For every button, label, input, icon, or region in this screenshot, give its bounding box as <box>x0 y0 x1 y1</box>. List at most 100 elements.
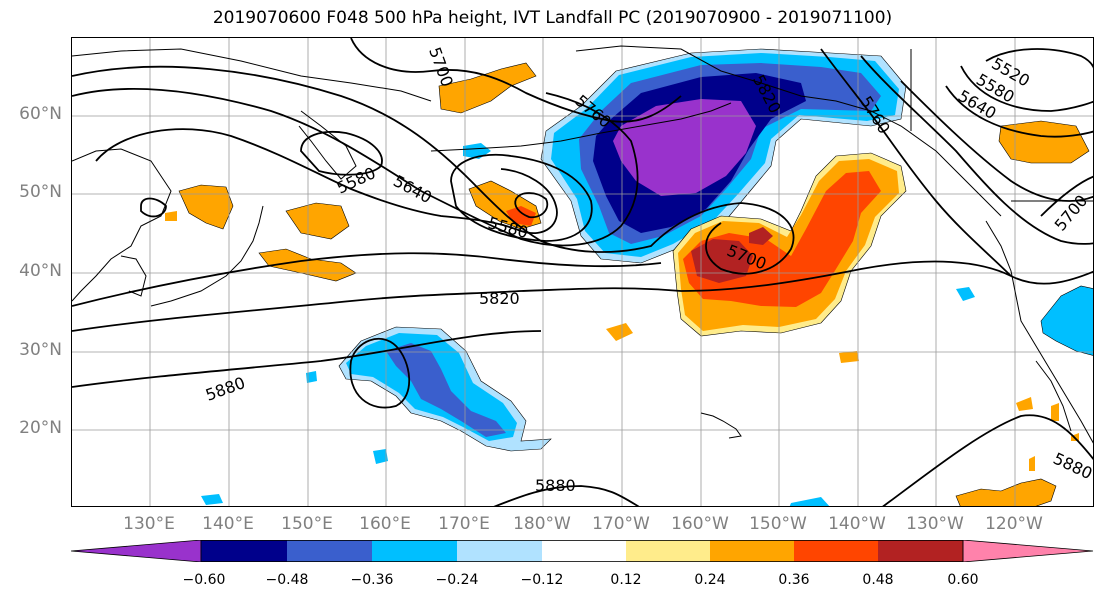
coast-alaska <box>575 45 1002 217</box>
shade-pos-ne <box>998 120 1090 164</box>
colorbar-swatch <box>878 540 963 562</box>
colorbar-tick-label: −0.24 <box>435 572 479 588</box>
contour-label: 5640 <box>390 171 435 207</box>
contour-5700 <box>72 65 795 275</box>
coast-na-west <box>985 220 1093 444</box>
contour-label: 5580 <box>334 163 379 197</box>
colorbar-swatch <box>542 540 626 562</box>
shade-neg-small-3 <box>201 494 223 505</box>
colorbar-tick-label: −0.12 <box>520 572 564 588</box>
contour-label: 5880 <box>203 373 248 405</box>
contour-5640-outer <box>72 87 639 247</box>
lon-label-130w: 130°W <box>906 514 964 534</box>
shade-pos-small-3 <box>165 211 177 221</box>
lon-label-170e: 170°E <box>438 514 490 534</box>
colorbar-tick-label: −0.36 <box>350 572 394 588</box>
coast-kamchatka <box>298 110 357 180</box>
colorbar-tick-label: 0.60 <box>947 572 979 588</box>
negative-pc-shading <box>201 48 1093 506</box>
shade-pos-small-2 <box>839 351 859 363</box>
shade-neg-sw-blue <box>386 343 506 437</box>
colorbar-tick-label: 0.24 <box>694 572 726 588</box>
lat-label-50n: 50°N <box>19 182 62 202</box>
coast-japan <box>150 205 264 307</box>
colorbar-tick-label: 0.48 <box>862 572 894 588</box>
colorbar-tick-label: −0.48 <box>265 572 309 588</box>
coast-siberia <box>72 48 432 102</box>
colorbar-swatch <box>794 540 878 562</box>
shade-neg-small-1 <box>956 287 975 301</box>
contour-label: 5880 <box>1050 449 1094 483</box>
contour-5700-ne <box>900 80 1093 202</box>
colorbar-swatch <box>710 540 794 562</box>
colorbar-tick-label: −0.60 <box>182 572 226 588</box>
shade-neg-small-4 <box>789 497 830 506</box>
colorbar <box>70 539 1094 563</box>
lon-label-130e: 130°E <box>123 514 175 534</box>
contour-5880-se <box>882 414 1093 506</box>
shade-pos-w-3 <box>178 184 234 230</box>
coast-east-asia <box>72 148 172 302</box>
contour-5760 <box>72 252 662 307</box>
contour-5580-loop <box>450 153 593 242</box>
shade-pos-se <box>955 478 1057 506</box>
contour-5820-ne <box>820 48 1012 277</box>
colorbar-tick-label: 0.12 <box>610 572 642 588</box>
lon-label-170w: 170°W <box>592 514 650 534</box>
contour-label: 5700 <box>1051 191 1092 234</box>
contour-5640-ne <box>945 85 1093 138</box>
shade-pos-small-red <box>749 227 773 245</box>
colorbar-swatch <box>457 540 542 562</box>
map-canvas: 5700 5580 5640 5580 5760 5820 5700 5880 … <box>72 38 1094 506</box>
coast-hawaii <box>700 412 742 439</box>
contour-5880-loop <box>349 337 411 409</box>
coast-aleutians <box>430 102 732 152</box>
contour-label: 5700 <box>425 45 457 90</box>
lat-label-20n: 20°N <box>19 418 62 438</box>
coast-korea <box>120 255 147 297</box>
contour-5880-bottom <box>493 485 640 506</box>
contour-5880-south <box>72 330 542 388</box>
lon-label-180w: 180°W <box>513 514 571 534</box>
shade-neg-small-5 <box>373 449 388 464</box>
shade-pos-w-2 <box>438 62 537 114</box>
height-contours <box>72 38 1093 506</box>
contour-5700-ne-2 <box>1040 175 1093 217</box>
colorbar-tick-label: 0.36 <box>778 572 810 588</box>
lon-label-160e: 160°E <box>359 514 411 534</box>
shade-neg-purple <box>613 99 756 196</box>
lat-label-60n: 60°N <box>19 104 62 124</box>
contour-5760-north <box>350 38 682 123</box>
shade-pos-se-3 <box>1051 403 1059 421</box>
colorbar-extend-max <box>962 539 1094 563</box>
contour-small-loop-w <box>140 197 167 218</box>
lat-label-40n: 40°N <box>19 261 62 281</box>
lon-label-150w: 150°W <box>749 514 807 534</box>
shade-pos-w-4 <box>285 202 350 240</box>
shade-neg-small-6 <box>306 371 317 383</box>
lon-label-140e: 140°E <box>202 514 254 534</box>
lon-label-160w: 160°W <box>671 514 729 534</box>
coast-baja <box>1035 360 1072 432</box>
colorbar-swatch <box>372 540 457 562</box>
lon-label-150e: 150°E <box>281 514 333 534</box>
colorbar-extend-min <box>70 539 202 563</box>
shade-pos-se-2 <box>1016 397 1033 411</box>
shade-pos-small-1 <box>606 323 633 341</box>
graticule <box>72 38 1093 506</box>
contour-5580-inner <box>514 192 549 219</box>
contour-5760-ne <box>860 55 1093 245</box>
contour-5580-ne <box>960 65 1093 112</box>
lon-label-120w: 120°W <box>985 514 1043 534</box>
colorbar-swatch <box>287 540 372 562</box>
contour-label: 5880 <box>535 476 576 495</box>
contour-5580-left <box>95 128 558 234</box>
colorbar-swatch <box>201 540 287 562</box>
figure-title: 2019070600 F048 500 hPa height, IVT Land… <box>212 8 893 28</box>
colorbar-swatch <box>626 540 710 562</box>
map-panel[interactable]: 5700 5580 5640 5580 5760 5820 5700 5880 … <box>71 37 1094 507</box>
shade-neg-ne-coast <box>1040 285 1093 356</box>
coastlines <box>72 45 1093 444</box>
contour-5820 <box>72 260 1093 332</box>
contour-label: 5820 <box>479 289 520 308</box>
